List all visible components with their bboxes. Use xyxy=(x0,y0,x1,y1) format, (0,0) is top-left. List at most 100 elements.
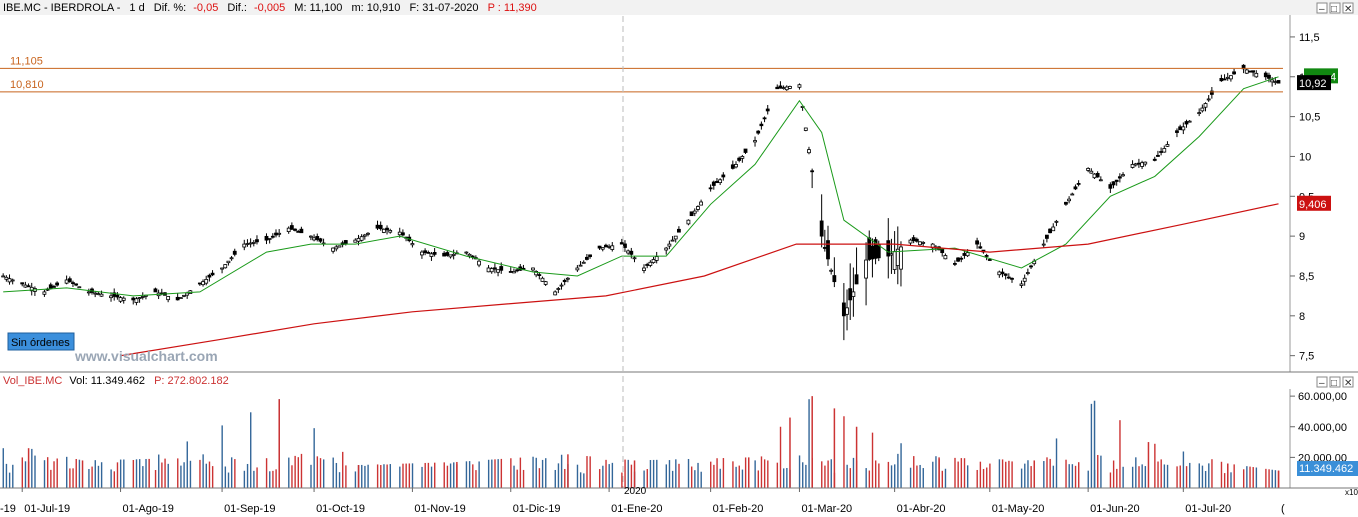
candle xyxy=(908,238,913,246)
volume-y-tick-label: 60.000,00 xyxy=(1298,391,1347,403)
price-tags: 410,92 9,406 xyxy=(1297,68,1338,211)
candle xyxy=(477,258,481,268)
volume-bar xyxy=(208,461,211,488)
candle xyxy=(204,275,209,286)
candle xyxy=(673,235,678,243)
candle xyxy=(740,154,745,163)
candle xyxy=(420,250,424,259)
candle xyxy=(451,249,456,260)
candle xyxy=(385,225,389,235)
candle xyxy=(1140,160,1144,170)
volume-bar xyxy=(821,461,823,488)
volume-bar xyxy=(541,459,544,488)
x-tick-label: 01-Ene-20 xyxy=(611,503,662,515)
volume-bar xyxy=(8,472,11,488)
candle xyxy=(115,292,120,300)
candle xyxy=(1133,162,1138,167)
volume-minimize-button[interactable] xyxy=(1316,376,1328,388)
volume-bar xyxy=(402,463,404,488)
volume-bar xyxy=(1265,468,1267,488)
volume-bar xyxy=(497,459,499,488)
candle xyxy=(264,233,269,245)
minimize-button[interactable] xyxy=(1316,2,1328,14)
volume-bar xyxy=(583,473,585,488)
candle xyxy=(781,85,786,90)
candle xyxy=(845,289,849,331)
volume-bar xyxy=(589,456,591,488)
candle xyxy=(607,244,612,250)
candle xyxy=(984,253,989,261)
candle xyxy=(1000,268,1005,278)
volume-bar xyxy=(56,458,58,488)
candle xyxy=(807,146,811,155)
candle xyxy=(1143,161,1148,167)
volume-bar xyxy=(1100,455,1102,488)
header-max: M: 11,100 xyxy=(294,2,342,14)
volume-bar xyxy=(275,469,277,488)
volume-bar xyxy=(694,470,696,488)
candle xyxy=(921,241,926,246)
candle xyxy=(1025,268,1030,276)
volume-close-button[interactable] xyxy=(1342,376,1354,388)
volume-bar xyxy=(913,456,915,488)
volume-bar xyxy=(1271,469,1273,488)
candle xyxy=(940,248,945,257)
volume-bar xyxy=(50,469,52,488)
volume-bar xyxy=(500,458,503,488)
volume-bar xyxy=(567,454,569,488)
volume-bar xyxy=(357,465,360,488)
candle xyxy=(331,247,336,254)
candle xyxy=(1006,273,1011,280)
candle xyxy=(293,228,297,232)
volume-bar xyxy=(687,458,690,488)
maximize-button[interactable] xyxy=(1329,2,1341,14)
volume-bar xyxy=(183,462,185,488)
volume-bar xyxy=(1024,463,1026,488)
candle xyxy=(1067,196,1072,204)
candle xyxy=(826,225,830,266)
candle xyxy=(895,226,900,285)
volume-bar xyxy=(399,466,401,488)
volume-bar xyxy=(478,461,480,488)
volume-bar xyxy=(465,461,468,488)
volume-bar xyxy=(1223,473,1226,488)
volume-bar xyxy=(265,458,268,488)
volume-bar xyxy=(332,457,334,488)
volume-bar xyxy=(376,464,379,488)
volume-bar xyxy=(211,466,214,488)
candle xyxy=(378,221,383,231)
year-marker: 2020 xyxy=(624,486,647,497)
volume-bar xyxy=(776,462,779,488)
volume-bar xyxy=(665,464,668,488)
candle xyxy=(753,136,757,147)
volume-bar xyxy=(221,425,223,488)
volume-bar xyxy=(741,469,744,488)
candle xyxy=(1044,234,1049,243)
volume-bar xyxy=(94,460,96,488)
volume-bar xyxy=(278,399,280,488)
candle xyxy=(959,256,964,263)
candle xyxy=(1184,119,1189,128)
candle xyxy=(362,233,367,240)
volume-bar xyxy=(335,462,338,488)
candle xyxy=(489,267,494,274)
volume-bar xyxy=(938,457,940,488)
orders-badge[interactable] xyxy=(7,332,75,351)
volume-panel: Vol_IBE.MC Vol: 11.349.462 P: 272.802.18… xyxy=(2,375,1358,497)
header-dif-pct-label: Dif. %: xyxy=(154,2,186,14)
ma-short-line xyxy=(3,76,1279,297)
candle xyxy=(1098,176,1103,182)
close-button[interactable] xyxy=(1342,2,1354,14)
candle xyxy=(134,297,139,306)
volume-bar xyxy=(75,458,77,488)
volume-bar xyxy=(288,457,290,488)
candle xyxy=(565,277,570,283)
volume-bar xyxy=(164,458,166,488)
volume-bar xyxy=(367,464,369,488)
volume-maximize-button[interactable] xyxy=(1329,376,1341,388)
volume-bar xyxy=(690,466,693,488)
candle xyxy=(197,282,202,286)
candle xyxy=(52,284,56,288)
volume-bar xyxy=(935,456,937,488)
window-controls-top: – □ ✕ xyxy=(1316,2,1354,15)
